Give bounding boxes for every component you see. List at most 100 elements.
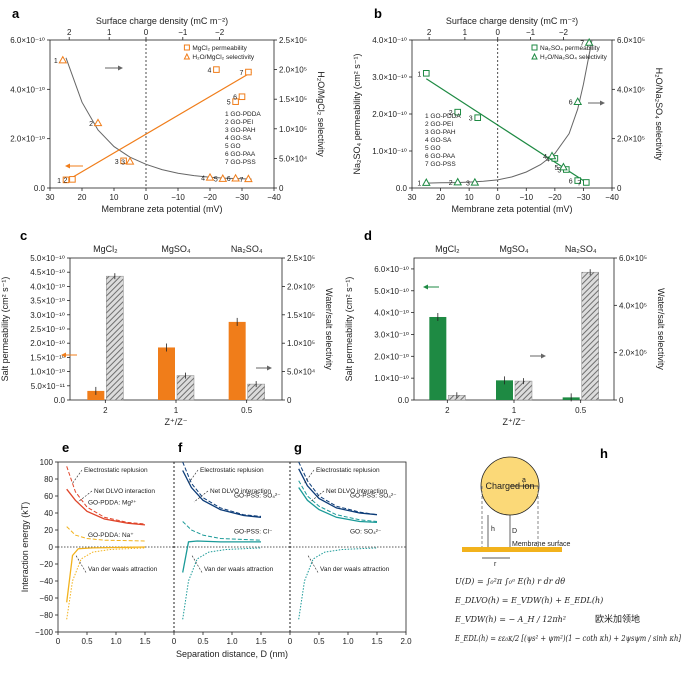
panel-f-pointer-edl (187, 469, 199, 485)
panel-b-perm-point-label: 6 (569, 179, 573, 186)
panel-b-label: b (374, 6, 382, 21)
panel-e-edl-curve (66, 466, 146, 525)
panel-a-toptick-label: −1 (178, 28, 188, 37)
panel-c-ytick-label: 3.0×10⁻¹⁰ (30, 311, 65, 320)
panel-a-selectivity-fit (65, 57, 252, 180)
panel-efg-xtick-label: 0 (288, 637, 293, 646)
panel-f-annot-vdw: Van der waals attraction (204, 566, 274, 573)
panel-b-y2tick-label: 6.0×10⁵ (617, 36, 645, 45)
panel-c-sel-bar (106, 275, 124, 401)
panel-b-perm-point-label: 1 (417, 71, 421, 78)
panel-b-perm-point-label: 7 (577, 180, 581, 187)
panel-d-top-category: MgCl₂ (435, 244, 460, 254)
panel-a-xtick-label: −30 (235, 193, 249, 202)
panel-efg-xtick-label: 1.5 (255, 637, 267, 646)
panel-e-net-curve (66, 546, 146, 603)
panel-efg-ytick-label: −20 (39, 560, 53, 569)
panel-c-xtick-label: 1 (174, 406, 179, 415)
panel-c-ytick-label: 1.0×10⁻¹⁰ (30, 368, 65, 377)
panel-efg-ytick-label: −80 (39, 611, 53, 620)
panel-g-net-curve (298, 468, 378, 516)
equation-4: E_EDL(h) = εε₀κ/2 [(ψs² + ψm²)(1 − coth … (454, 634, 682, 643)
panel-b-sel-point (584, 37, 594, 46)
panel-efg-xtick-label: 1.0 (226, 637, 238, 646)
panel-f-pointer-net (193, 490, 209, 503)
panel-b-sel-point (547, 151, 557, 160)
panel-b-perm-point (422, 70, 430, 77)
panel-d-ytick-label: 4.0×10⁻¹⁰ (374, 309, 409, 318)
panel-efg-ytick-label: −100 (35, 628, 54, 637)
panel-b-xtick-label: −30 (577, 193, 591, 202)
panel-efg-ytick-label: 20 (44, 526, 53, 535)
panel-a-material-label: 1 GO-PDDA (225, 111, 261, 118)
panel-a-sel-point-label: 7 (239, 177, 243, 184)
panel-b-arrow-right-head (600, 100, 605, 106)
panel-g-edl-curve (298, 461, 378, 516)
panel-b-sel-point (421, 178, 431, 186)
panel-g-pointer-edl (303, 469, 315, 485)
panel-f-annot-series2: GO-PSS: Cl⁻ (234, 528, 272, 535)
panel-a-y2tick-label: 1.0×10⁵ (279, 125, 307, 134)
panel-g-annot-vdw: Van der waals attraction (320, 566, 390, 573)
membrane-bar (462, 547, 562, 552)
panel-b-xtick-label: −10 (519, 193, 533, 202)
panel-c-label: c (20, 228, 27, 243)
panel-a-frame (49, 39, 275, 189)
panel-b-perm-point (574, 177, 582, 184)
panel-c-xtick-label: 0.5 (241, 406, 253, 415)
panel-b-toptick-label: −2 (559, 28, 569, 37)
panel-f-vdw-curve (182, 547, 262, 620)
panel-b-ytick-label: 0.0 (396, 184, 408, 193)
panel-a-material-label: 5 GO (225, 143, 241, 150)
panel-a-y2tick-label: 0 (279, 184, 284, 193)
panel-d-top-category: Na₂SO₄ (565, 244, 597, 254)
panel-a-perm-point (120, 157, 127, 165)
panel-e-vdw-curve (66, 547, 146, 620)
panel-efg-xtick-label: 1.0 (342, 637, 354, 646)
panel-d-xtick-label: 2 (445, 406, 450, 415)
panel-b-legend-perm: Na₂SO₄ permeability (540, 45, 600, 52)
panel-b-material-label: 4 GO-SA (425, 137, 452, 144)
panel-efg-xtick-label: 1.5 (139, 637, 151, 646)
panel-c-sel-bar (176, 375, 195, 401)
equation-3: E_VDW(h) = − A_H / 12πh² (454, 615, 566, 624)
panel-a-sel-point-label: 2 (89, 121, 93, 128)
panel-f-annot-series1: GO-PSS: SO₄²⁻ (234, 493, 281, 500)
panel-c-perm-bar (228, 321, 246, 400)
panel-f-net-curve (182, 470, 262, 518)
panel-efg-ytick-label: −60 (39, 594, 53, 603)
panel-a-sel-point (58, 55, 68, 64)
panel-c-arrow-right-head (267, 365, 272, 371)
label-D: D (512, 528, 517, 535)
panel-b-y2tick-label: 2.0×10⁵ (617, 135, 645, 144)
panel-c-ytick-label: 5.0×10⁻¹¹ (31, 382, 66, 391)
panel-b-perm-point-label: 2 (449, 110, 453, 117)
panel-b-material-label: 6 GO-PAA (425, 153, 456, 160)
panel-b-material-label: 2 GO-PEI (425, 121, 453, 128)
panel-d-xtick-label: 0.5 (575, 406, 587, 415)
panel-b-y2tick-label: 0 (617, 184, 622, 193)
panel-b-legend-perm-marker (531, 44, 538, 51)
panel-a-sel-point (93, 118, 103, 127)
panel-b-legend-sel-marker (531, 52, 538, 60)
panel-a-arrow-left-head (65, 163, 70, 169)
panel-f-label: f (178, 440, 183, 455)
panel-a-ytick-label: 6.0×10⁻¹⁰ (10, 36, 45, 45)
panel-a-material-label: 6 GO-PAA (225, 151, 256, 158)
panel-f-pointer-vdw (191, 555, 203, 573)
panel-b-toptick-label: 0 (495, 28, 500, 37)
label-r: r (494, 561, 497, 568)
panel-efg-xtick-label: 0.5 (81, 637, 93, 646)
panel-d-sel-bar (581, 271, 599, 401)
panel-efg-xtick-label: 0.5 (313, 637, 325, 646)
panel-c-y2tick-label: 1.5×10⁵ (287, 311, 315, 320)
panel-b-ytick-label: 3.0×10⁻¹⁰ (372, 73, 407, 82)
panel-b-xtick-label: 30 (408, 193, 417, 202)
panel-d-y2tick-label: 6.0×10⁵ (619, 254, 647, 263)
panel-efg-ytick-label: 40 (44, 509, 53, 518)
panel-b-sel-point-label: 4 (543, 154, 547, 161)
panel-g-annot-series1: GO-PSS: SO₄²⁻ (350, 493, 397, 500)
panel-c-ytick-label: 2.0×10⁻¹⁰ (30, 339, 65, 348)
panel-b-xtick-label: 10 (465, 193, 474, 202)
panel-f-annot-net: Net DLVO interaction (210, 488, 271, 495)
